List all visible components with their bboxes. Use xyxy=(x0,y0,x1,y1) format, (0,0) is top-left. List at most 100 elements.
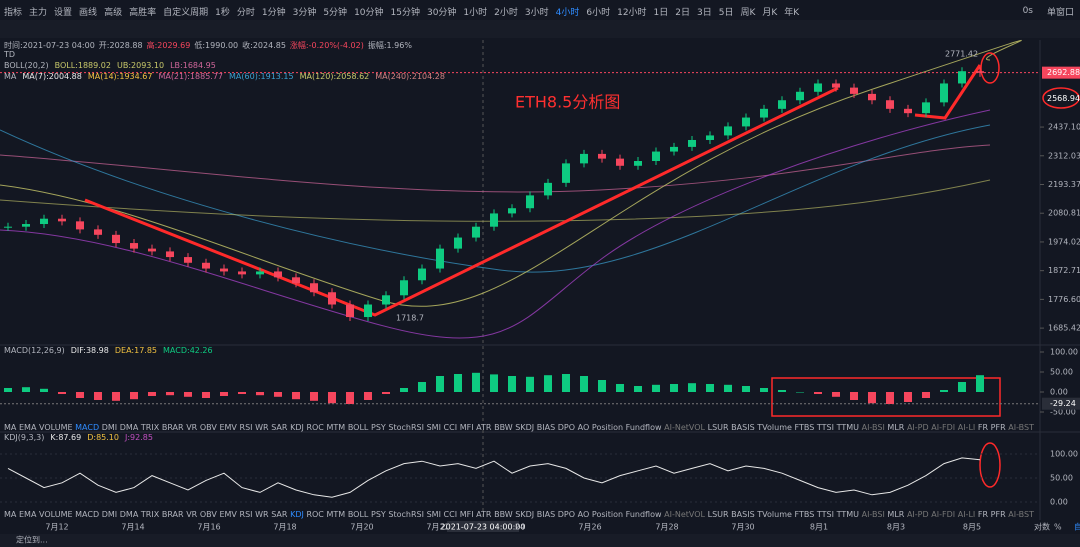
toolbar-item[interactable]: 月K xyxy=(762,7,778,18)
tab[interactable]: FTBS xyxy=(794,422,815,432)
tab[interactable]: EMA xyxy=(18,422,37,432)
tab[interactable]: MLR xyxy=(887,422,905,432)
tab[interactable]: TTSI xyxy=(816,509,834,519)
tab[interactable]: MTM xyxy=(326,509,346,519)
toolbar-item[interactable]: 设置 xyxy=(54,7,73,18)
tab[interactable]: EMA xyxy=(18,509,37,519)
tab[interactable]: AI-NetVOL xyxy=(664,422,705,432)
toolbar-item[interactable]: 1小时 xyxy=(463,7,488,18)
toolbar-item[interactable]: 自定义周期 xyxy=(163,7,209,18)
tab[interactable]: BIAS xyxy=(536,422,556,432)
tab[interactable]: KDJ xyxy=(290,509,304,519)
toolbar-item[interactable]: 1秒 xyxy=(215,7,230,18)
tab[interactable]: AI-LI xyxy=(957,509,976,519)
tab[interactable]: FTBS xyxy=(794,509,815,519)
tab[interactable]: SMI xyxy=(426,509,441,519)
tab[interactable]: MTM xyxy=(326,422,346,432)
tab[interactable]: SMI xyxy=(426,422,441,432)
tab[interactable]: PSY xyxy=(371,509,386,519)
tab[interactable]: StochRSI xyxy=(388,509,424,519)
tab[interactable]: WR xyxy=(255,422,269,432)
tab[interactable]: LSUR xyxy=(707,422,729,432)
tab[interactable]: Fundflow xyxy=(625,509,662,519)
tab[interactable]: EMV xyxy=(219,422,237,432)
toolbar-item[interactable]: 3日 xyxy=(697,7,712,18)
tab[interactable]: DPO xyxy=(557,509,576,519)
tab[interactable]: DMI xyxy=(101,422,118,432)
tab[interactable]: ROC xyxy=(306,422,324,432)
tab[interactable]: SKDJ xyxy=(515,422,535,432)
tab[interactable]: TVolume xyxy=(757,509,792,519)
tab[interactable]: VOLUME xyxy=(39,509,73,519)
tab[interactable]: AI-FDI xyxy=(931,422,956,432)
tab[interactable]: OBV xyxy=(199,422,217,432)
toolbar-item[interactable]: 周K xyxy=(740,7,756,18)
tab[interactable]: TTMU xyxy=(836,422,859,432)
tab[interactable]: PFR xyxy=(990,509,1006,519)
toolbar-item[interactable]: 分时 xyxy=(236,7,255,18)
tab[interactable]: AI-NetVOL xyxy=(664,509,705,519)
tab[interactable]: AI-BST xyxy=(1008,509,1034,519)
tab[interactable]: BBW xyxy=(494,509,513,519)
tab[interactable]: AO xyxy=(577,422,590,432)
tab[interactable]: MLR xyxy=(887,509,905,519)
tab[interactable]: VR xyxy=(186,422,198,432)
toolbar-item[interactable]: 10分钟 xyxy=(354,7,384,18)
tab[interactable]: DPO xyxy=(557,422,576,432)
tab[interactable]: VOLUME xyxy=(39,422,73,432)
tab[interactable]: BIAS xyxy=(536,509,556,519)
tab[interactable]: AO xyxy=(577,509,590,519)
tab[interactable]: OBV xyxy=(199,509,217,519)
toolbar-item[interactable]: 1日 xyxy=(653,7,669,18)
tab[interactable]: BRAR xyxy=(161,509,184,519)
tab[interactable]: PSY xyxy=(371,422,386,432)
toolbar-item[interactable]: 3小时 xyxy=(524,7,549,18)
toolbar-item[interactable]: 30分钟 xyxy=(426,7,457,18)
tab[interactable]: BOLL xyxy=(347,509,369,519)
tab[interactable]: AI-FDI xyxy=(931,509,956,519)
tab[interactable]: BOLL xyxy=(347,422,369,432)
tab[interactable]: MACD xyxy=(75,509,100,519)
toolbar-item[interactable]: 0s xyxy=(1022,6,1033,16)
toolbar-item[interactable]: 年K xyxy=(784,7,800,18)
tab[interactable]: SAR xyxy=(271,509,288,519)
tab[interactable]: MFI xyxy=(459,509,474,519)
tab[interactable]: Position xyxy=(591,509,624,519)
tab[interactable]: TRIX xyxy=(140,422,160,432)
tab[interactable]: FR xyxy=(977,509,989,519)
tab[interactable]: DMA xyxy=(119,422,139,432)
tab[interactable]: AI-BSI xyxy=(861,422,885,432)
tab[interactable]: BBW xyxy=(494,422,513,432)
tab[interactable]: FR xyxy=(977,422,989,432)
tab[interactable]: TTMU xyxy=(836,509,859,519)
toolbar-item[interactable]: 4小时 xyxy=(555,7,580,18)
tab[interactable]: ATR xyxy=(476,509,492,519)
toolbar-item[interactable]: 5分钟 xyxy=(323,7,348,18)
tab[interactable]: PFR xyxy=(990,422,1006,432)
tab[interactable]: Fundflow xyxy=(625,422,662,432)
toolbar-item[interactable]: 15分钟 xyxy=(390,7,420,18)
tab[interactable]: AI-PD xyxy=(906,422,929,432)
tab[interactable]: RSI xyxy=(239,509,253,519)
tab[interactable]: MACD xyxy=(75,422,100,432)
tab[interactable]: VR xyxy=(186,509,198,519)
toolbar-item[interactable]: 5日 xyxy=(718,7,734,18)
tab[interactable]: MA xyxy=(4,509,17,519)
toolbar-item[interactable]: 高胜率 xyxy=(129,7,157,18)
tab[interactable]: DMI xyxy=(101,509,118,519)
tab[interactable]: ROC xyxy=(306,509,324,519)
tab[interactable]: LSUR xyxy=(707,509,729,519)
tab[interactable]: WR xyxy=(255,509,269,519)
tab[interactable]: CCI xyxy=(443,509,458,519)
tab[interactable]: MFI xyxy=(459,422,474,432)
toolbar-item[interactable]: 单窗口 xyxy=(1046,7,1074,18)
toolbar-item[interactable]: 主力 xyxy=(29,7,48,18)
tab[interactable]: RSI xyxy=(239,422,253,432)
toolbar-item[interactable]: 2小时 xyxy=(494,7,518,18)
tab[interactable]: AI-BST xyxy=(1008,422,1034,432)
tab[interactable]: BASIS xyxy=(731,422,755,432)
tab[interactable]: AI-BSI xyxy=(861,509,885,519)
toolbar-item[interactable]: 3分钟 xyxy=(292,7,317,18)
tab[interactable]: AI-PD xyxy=(906,509,929,519)
tab[interactable]: EMV xyxy=(219,509,237,519)
